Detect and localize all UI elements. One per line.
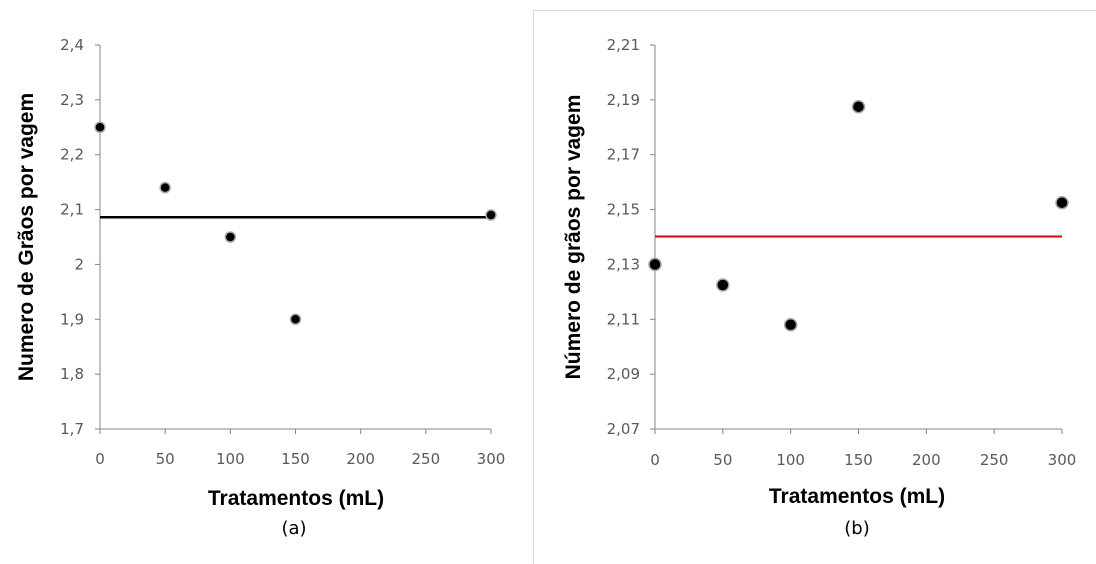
y-tick-label-b: 2,15 bbox=[607, 201, 640, 219]
y-tick-label-a: 2,2 bbox=[60, 146, 84, 164]
x-axis-title-b: Tratamentos (mL) bbox=[769, 485, 945, 508]
x-tick-label-b: 50 bbox=[713, 451, 732, 469]
y-tick-label-a: 1,8 bbox=[60, 365, 84, 383]
y-tick-label-a: 2,3 bbox=[60, 91, 84, 109]
y-tick-label-b: 2,21 bbox=[607, 36, 640, 54]
x-tick-label-b: 100 bbox=[776, 451, 805, 469]
x-tick-label-a: 0 bbox=[95, 450, 105, 468]
x-tick-label-b: 0 bbox=[650, 451, 660, 469]
y-axis-title-b: Número de grãos por vagem bbox=[562, 95, 585, 380]
data-point-b bbox=[648, 257, 662, 272]
data-point-a bbox=[159, 181, 171, 194]
y-tick-label-a: 2,1 bbox=[60, 201, 84, 219]
x-tick-label-b: 200 bbox=[912, 451, 941, 469]
y-tick-label-a: 1,7 bbox=[60, 420, 84, 438]
y-tick-label-a: 2 bbox=[74, 255, 84, 273]
x-tick-label-a: 50 bbox=[156, 450, 175, 468]
panel-caption-b: (b) bbox=[844, 518, 869, 539]
y-tick-label-b: 2,17 bbox=[607, 146, 640, 164]
x-tick-label-a: 200 bbox=[346, 450, 375, 468]
y-tick-label-b: 2,13 bbox=[607, 255, 640, 273]
x-axis-title-a: Tratamentos (mL) bbox=[208, 487, 384, 510]
data-point-b bbox=[1055, 195, 1069, 210]
data-point-a bbox=[289, 313, 302, 326]
y-tick-label-b: 2,07 bbox=[607, 420, 640, 438]
x-tick-label-b: 150 bbox=[844, 451, 873, 469]
x-tick-label-a: 300 bbox=[477, 450, 506, 468]
y-tick-label-a: 2,4 bbox=[60, 36, 84, 54]
data-point-a bbox=[94, 121, 106, 134]
y-tick-label-b: 2,19 bbox=[607, 91, 640, 109]
x-tick-label-a: 250 bbox=[412, 450, 441, 468]
x-tick-label-b: 250 bbox=[980, 451, 1009, 469]
y-tick-label-b: 2,11 bbox=[607, 310, 640, 328]
chart-frame-b bbox=[533, 10, 1096, 564]
panel-caption-a: (a) bbox=[281, 518, 306, 539]
y-tick-label-b: 2,09 bbox=[607, 365, 640, 383]
data-point-b bbox=[716, 278, 730, 292]
y-axis-title-a: Numero de Grãos por vagem bbox=[15, 93, 38, 381]
data-point-b bbox=[783, 318, 798, 332]
x-tick-label-a: 150 bbox=[281, 450, 310, 468]
x-tick-label-b: 300 bbox=[1048, 451, 1077, 469]
data-point-a bbox=[485, 209, 497, 221]
data-point-b bbox=[851, 99, 866, 114]
data-point-a bbox=[224, 231, 237, 243]
y-tick-label-a: 1,9 bbox=[60, 310, 84, 328]
x-tick-label-a: 100 bbox=[216, 450, 245, 468]
